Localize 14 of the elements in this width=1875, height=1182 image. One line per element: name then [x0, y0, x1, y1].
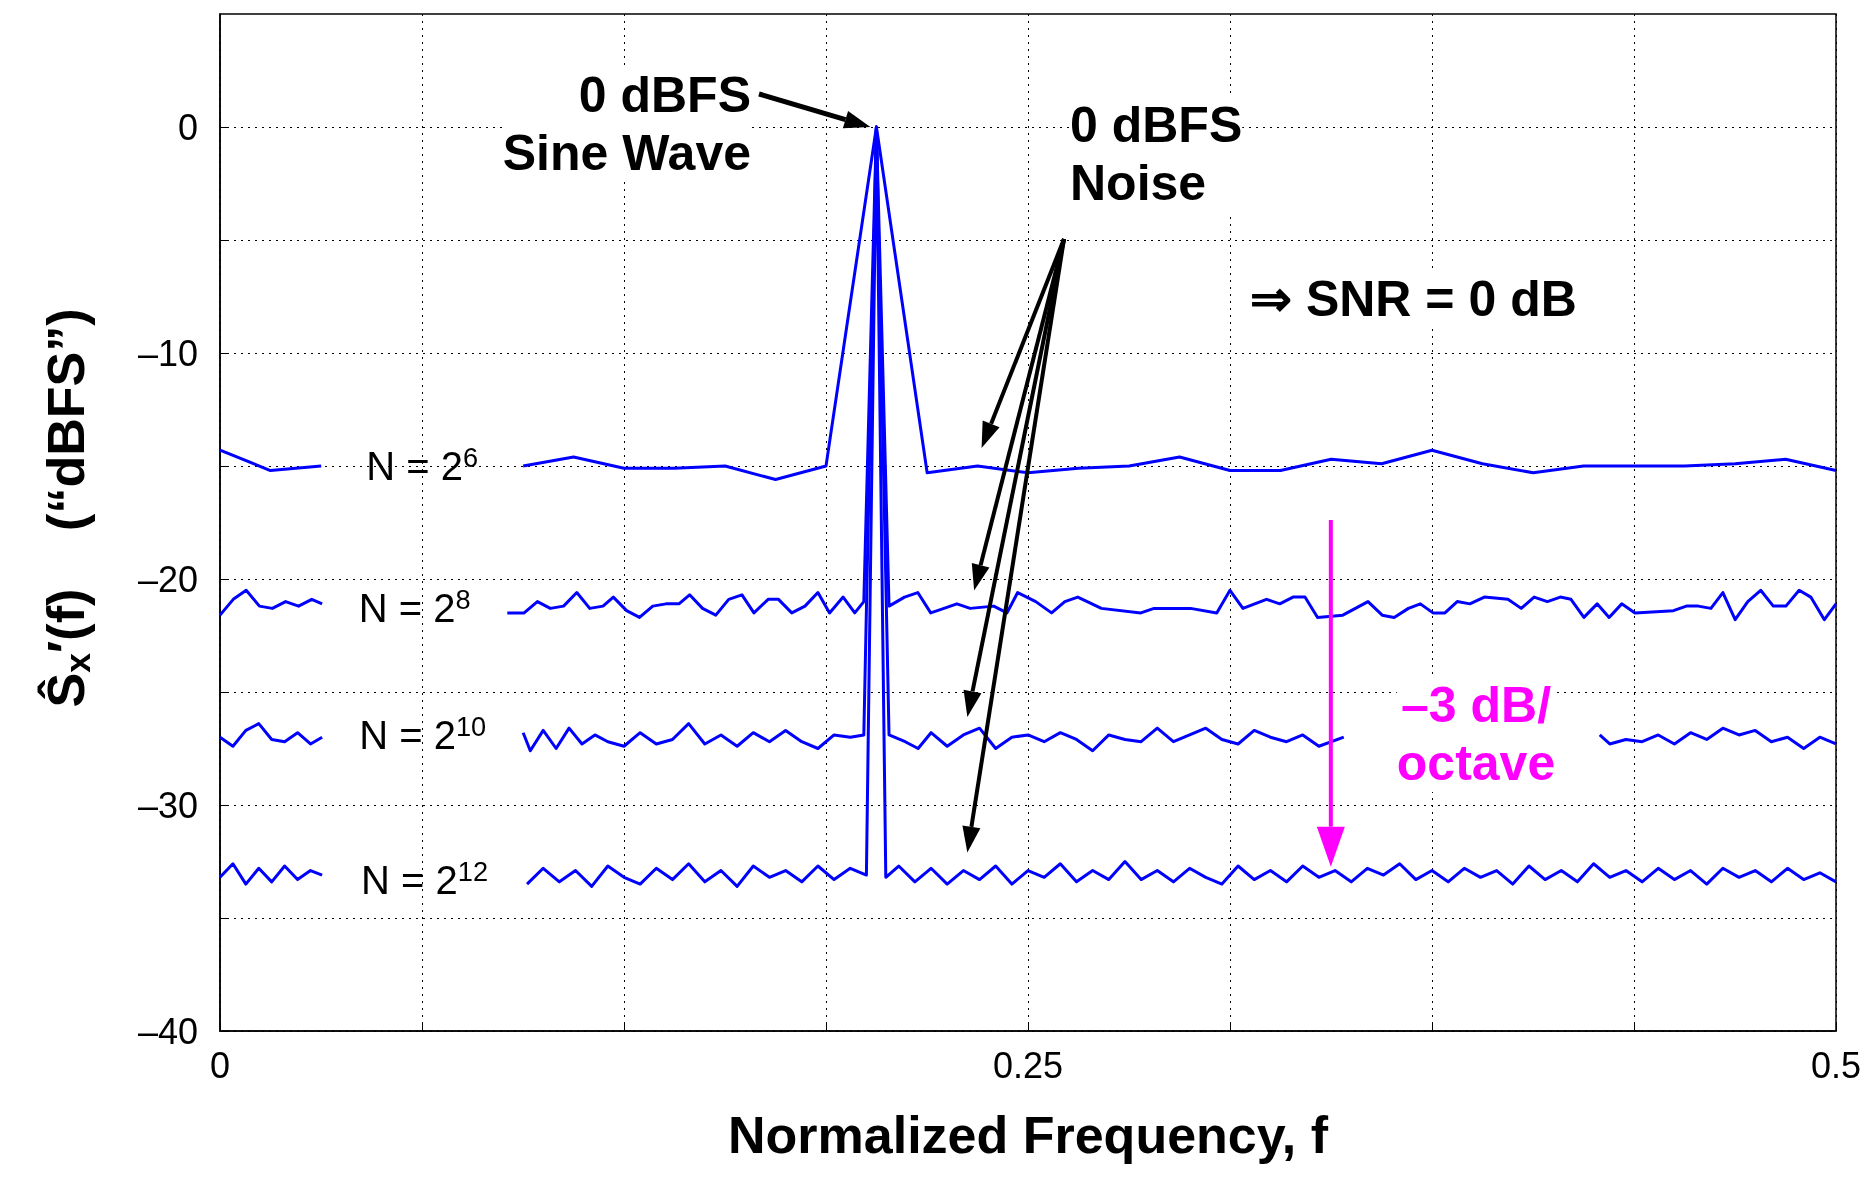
x-tick-label: 0.5: [1810, 1044, 1862, 1086]
annotation: 0 dBFS Sine Wave: [502, 67, 751, 181]
x-tick-label: 0: [209, 1044, 231, 1086]
y-tick-label: –30: [137, 784, 198, 826]
x-tick-label: 0.25: [992, 1044, 1064, 1086]
y-tick-label: –20: [137, 558, 198, 600]
y-tick-label: –10: [137, 332, 198, 374]
y-tick-label: 0: [177, 106, 198, 148]
y-axis-title: Ŝx′(f) (“dBFS”): [37, 308, 97, 708]
annotation: ⇒ SNR = 0 dB: [1250, 271, 1577, 327]
x-axis-title: Normalized Frequency, f: [727, 1106, 1329, 1164]
annotation: 0 dBFS Noise: [1070, 97, 1243, 211]
annotation: –3 dB/ octave: [1396, 677, 1556, 791]
y-tick-label: –40: [137, 1010, 198, 1052]
